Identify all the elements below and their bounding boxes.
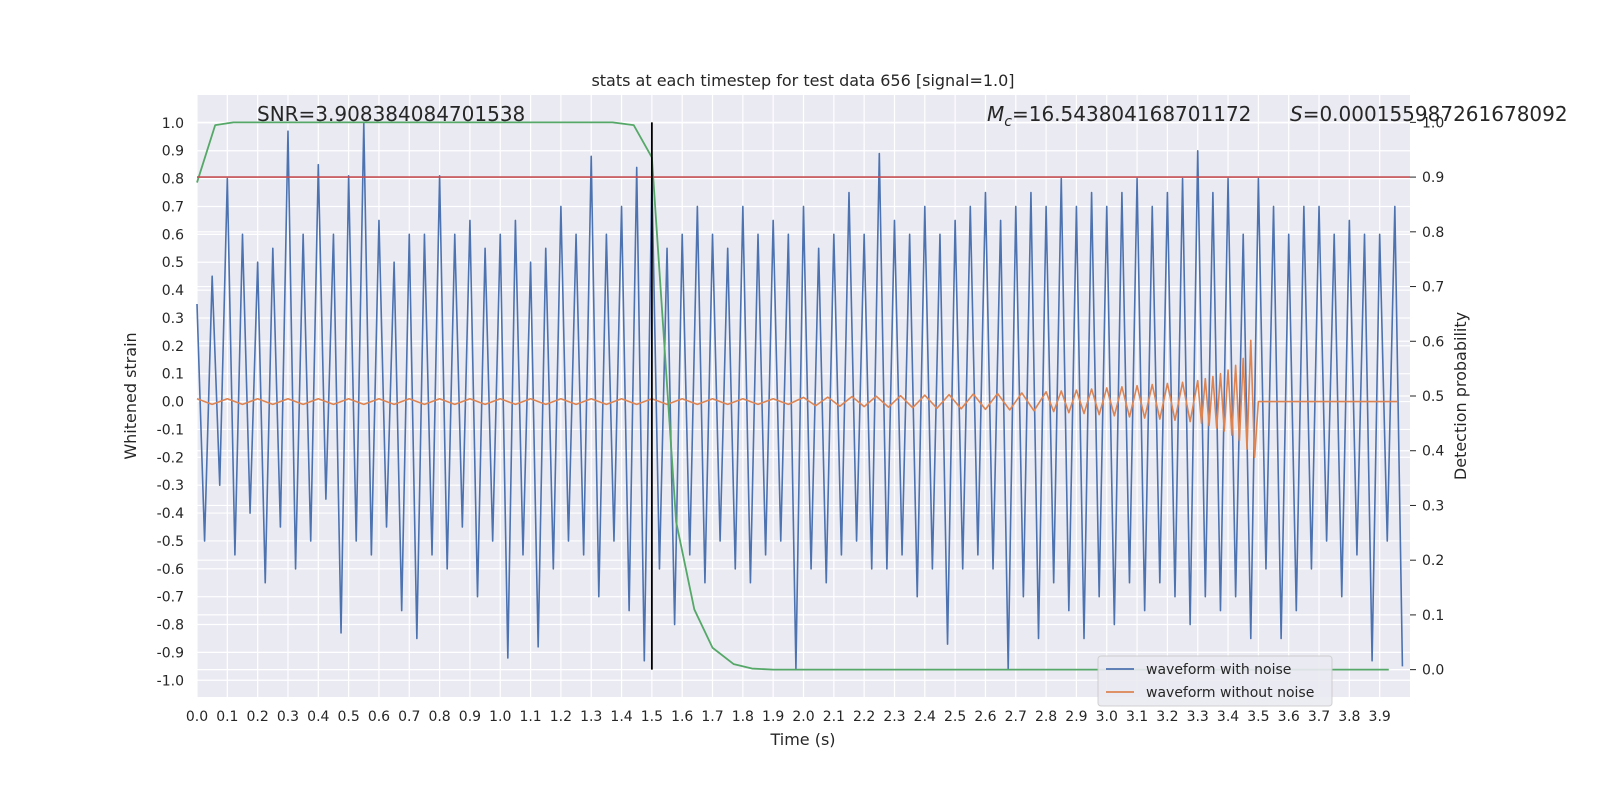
x-tick-label: 3.1 [1126,709,1148,725]
y-tick-label: 0.2 [162,339,184,355]
y-tick-label: -0.8 [157,618,184,634]
x-axis-label: Time (s) [769,730,835,749]
x-tick-label: 2.3 [883,709,905,725]
y-tick-label: -0.1 [157,422,184,438]
x-tick-label: 3.6 [1278,709,1300,725]
x-tick-label: 1.4 [610,709,632,725]
legend: waveform with noise waveform without nois… [1097,655,1333,707]
plot-lines [196,121,1410,671]
x-tick-label: 3.0 [1096,709,1118,725]
x-tick-label: 2.9 [1065,709,1087,725]
y-tick-label: -0.2 [157,450,184,466]
mc-symbol: M [987,102,1004,126]
legend-box [1097,655,1333,707]
x-tick-label: 3.9 [1369,709,1391,725]
x-tick-label: 3.5 [1247,709,1269,725]
y2-tick-label: 0.4 [1422,444,1444,460]
x-tick-label: 1.1 [519,709,541,725]
x-tick-label: 3.7 [1308,709,1330,725]
series-line [196,339,1398,459]
mc-value: =16.543804168701172 [1012,102,1251,126]
x-tick-label: 0.0 [186,709,208,725]
series-line [196,122,1404,670]
y2-tick-label: 0.3 [1422,498,1444,514]
y-tick-label: 0.4 [162,283,184,299]
x-tick-label: 0.5 [337,709,359,725]
y-tick-label: -0.3 [157,478,184,494]
x-tick-label: 0.7 [398,709,420,725]
y2-tick-label: 0.0 [1422,663,1444,679]
x-tick-label: 1.8 [732,709,754,725]
x-tick-label: 1.2 [550,709,572,725]
x-tick-label: 2.7 [1005,709,1027,725]
mc-subscript: c [1004,114,1012,130]
x-tick-label: 0.6 [368,709,390,725]
x-tick-label: 2.0 [792,709,814,725]
legend-label: waveform with noise [1146,662,1291,678]
x-tick-label: 3.4 [1217,709,1239,725]
y2-tick-label: 0.8 [1422,225,1444,241]
x-tick-label: 1.0 [489,709,511,725]
y-tick-label: -0.6 [157,562,184,578]
chart-title: stats at each timestep for test data 656… [591,71,1014,90]
x-tick-label: 1.6 [671,709,693,725]
detection-probability-line [196,121,1389,671]
x-tick-label: 2.1 [823,709,845,725]
y-tick-label: 0.8 [162,172,184,188]
x-tick-label: 3.8 [1338,709,1360,725]
y-axis-label: Whitened strain [121,332,140,459]
x-tick-label: 0.9 [459,709,481,725]
y-tick-label: 0.5 [162,255,184,271]
y2-tick-label: 0.2 [1422,553,1444,569]
mc-annotation: Mc=16.543804168701172 [987,102,1251,130]
x-tick-label: 3.3 [1187,709,1209,725]
y2-axis-label: Detection probability [1451,312,1470,480]
legend-label: waveform without noise [1146,685,1314,701]
x-tick-label: 2.4 [914,709,936,725]
y2-tick-label: 0.7 [1422,280,1444,296]
s-value: =0.000155987261678092 [1303,102,1568,126]
x-tick-label: 1.7 [701,709,723,725]
y2-tick-label: 0.9 [1422,170,1444,186]
s-annotation: S=0.000155987261678092 [1290,102,1568,126]
y2-tick-label: 0.6 [1422,334,1444,350]
y-tick-label: 0.7 [162,199,184,215]
x-tick-label: 1.9 [762,709,784,725]
y-tick-label: -0.4 [157,506,184,522]
x-tick-label: 0.4 [307,709,329,725]
s-symbol: S [1290,102,1303,126]
y2-tick-label: 0.1 [1422,608,1444,624]
y-tick-label: -0.9 [157,645,184,661]
x-tick-label: 2.8 [1035,709,1057,725]
y-tick-label: -1.0 [157,673,184,689]
x-tick-label: 2.2 [853,709,875,725]
x-tick-label: 0.3 [277,709,299,725]
x-tick-label: 1.3 [580,709,602,725]
y-tick-label: 0.9 [162,144,184,160]
x-tick-label: 0.1 [216,709,238,725]
x-tick-label: 2.6 [974,709,996,725]
x-tick-label: 0.8 [428,709,450,725]
y2-tick-label: 1.0 [1422,115,1444,131]
y-tick-label: 0.6 [162,227,184,243]
x-tick-label: 1.5 [641,709,663,725]
snr-annotation: SNR=3.908384084701538 [257,102,525,126]
y-tick-label: 0.0 [162,395,184,411]
y-tick-label: -0.5 [157,534,184,550]
y-tick-label: 0.1 [162,367,184,383]
y-tick-label: 1.0 [162,116,184,132]
y2-tick-label: 0.5 [1422,389,1444,405]
x-tick-label: 2.5 [944,709,966,725]
x-tick-label: 3.2 [1156,709,1178,725]
x-tick-label: 0.2 [247,709,269,725]
y-tick-label: -0.7 [157,590,184,606]
y-tick-label: 0.3 [162,311,184,327]
